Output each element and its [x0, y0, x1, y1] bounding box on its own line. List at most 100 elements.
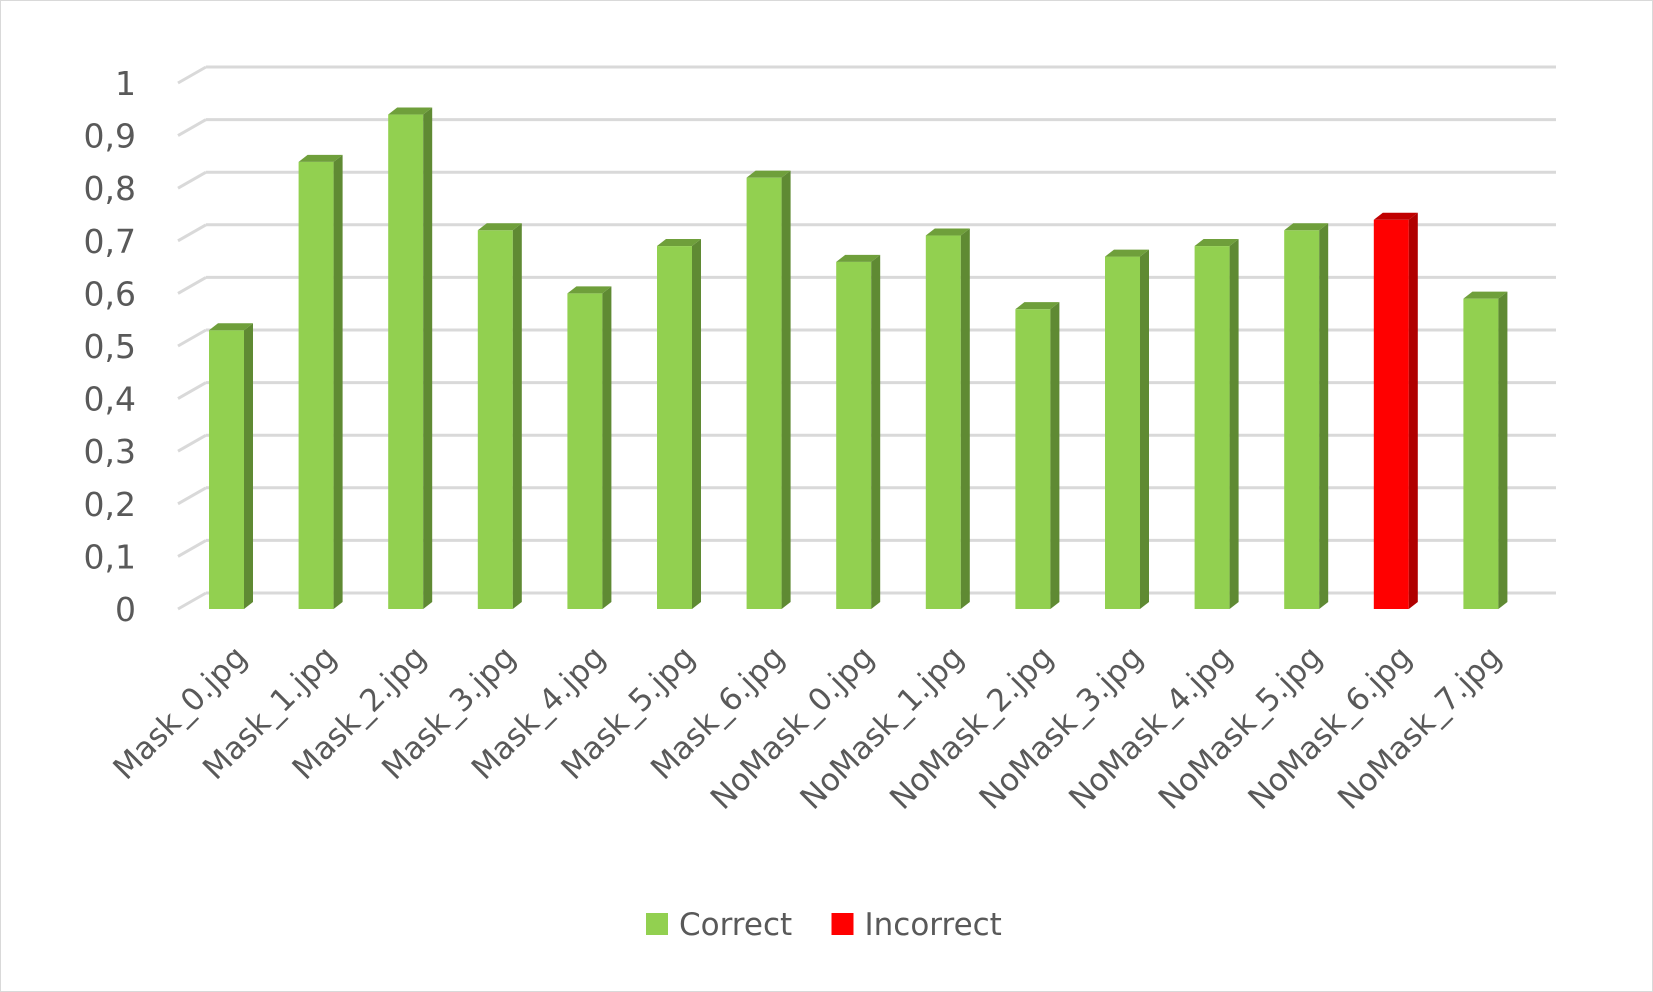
bar — [388, 107, 433, 609]
bar-side — [960, 228, 970, 610]
gridline-stub — [177, 223, 207, 243]
bar — [477, 223, 522, 609]
bar-top — [746, 170, 791, 178]
bar — [746, 170, 791, 609]
bar-top — [1194, 239, 1239, 247]
bar-front — [836, 261, 872, 609]
bar — [1373, 212, 1418, 609]
bar-top — [567, 286, 612, 294]
bar-front — [1284, 230, 1320, 609]
bar-side — [1498, 291, 1508, 609]
bar-front — [1105, 256, 1140, 609]
gridline-stub — [177, 118, 207, 137]
bar — [657, 239, 701, 609]
bar-side — [602, 286, 612, 609]
legend: Correct Incorrect — [646, 907, 1002, 943]
bar-side — [244, 323, 253, 609]
bar-front — [209, 330, 244, 609]
y-tick-label: 0,1 — [84, 537, 136, 576]
bar — [209, 323, 253, 609]
bar-front — [567, 293, 603, 609]
x-tick-label: NoMask_7.jpg — [1331, 639, 1509, 817]
bar-top — [298, 154, 343, 162]
gridline-stub — [177, 170, 207, 190]
bar — [1463, 291, 1508, 609]
legend-label: Incorrect — [865, 907, 1002, 943]
bar — [925, 228, 970, 610]
y-axis-ticks: 0 0,1 0,2 0,3 0,4 0,5 0,6 0,7 0,8 0,9 1 — [84, 64, 136, 629]
bar-top — [477, 223, 522, 231]
bar-side — [1408, 212, 1418, 609]
legend-label: Correct — [679, 907, 792, 943]
gridline-stub — [177, 381, 207, 400]
bar — [567, 286, 612, 609]
bar-front — [1194, 246, 1230, 609]
y-tick-label: 0 — [115, 590, 136, 629]
x-tick-label: NoMask_1.jpg — [793, 639, 971, 817]
gridline-stub — [177, 433, 207, 453]
y-tick-label: 0,8 — [84, 169, 136, 208]
bar-front — [657, 246, 692, 609]
legend-swatch — [646, 913, 668, 935]
x-tick-label: NoMask_4.jpg — [1062, 639, 1240, 817]
bar-front — [388, 114, 424, 609]
bar — [1194, 239, 1239, 609]
y-tick-label: 0,9 — [84, 117, 136, 156]
bar-front — [1373, 219, 1409, 609]
legend-item: Correct — [646, 907, 792, 943]
bar-front — [1463, 298, 1499, 609]
gridline-stub — [177, 276, 207, 295]
bars — [209, 107, 1508, 610]
bar-front — [477, 230, 513, 609]
gridline-stub — [177, 65, 207, 85]
y-tick-label: 1 — [115, 64, 136, 103]
bar-top — [1284, 223, 1329, 231]
x-axis-categories: Mask_0.jpgMask_1.jpgMask_2.jpgMask_3.jpg… — [106, 639, 1508, 817]
y-tick-label: 0,5 — [84, 327, 136, 366]
bar-side — [1140, 249, 1149, 609]
bar-top — [388, 107, 433, 115]
x-tick-label: NoMask_3.jpg — [973, 639, 1151, 817]
bar-side — [333, 154, 343, 609]
y-tick-label: 0,3 — [84, 432, 136, 471]
bar — [1015, 302, 1060, 609]
bar-top — [1015, 302, 1060, 310]
gridline-stub — [177, 539, 207, 558]
bar-top — [1373, 212, 1418, 220]
bar-front — [925, 235, 961, 610]
bar-front — [746, 177, 782, 609]
bar-side — [423, 107, 433, 609]
bar-side — [1050, 302, 1060, 609]
y-tick-label: 0,6 — [84, 274, 136, 313]
bar-top — [836, 254, 881, 262]
x-tick-label: NoMask_2.jpg — [883, 639, 1061, 817]
x-tick-label: NoMask_6.jpg — [1241, 639, 1419, 817]
bar-side — [781, 170, 791, 609]
bar-side — [1319, 223, 1329, 609]
bar — [1105, 249, 1149, 609]
y-tick-label: 0,7 — [84, 222, 136, 261]
gridline-stub — [177, 591, 207, 611]
bar-front — [298, 161, 334, 609]
y-tick-label: 0,2 — [84, 485, 136, 524]
bar-side — [512, 223, 522, 609]
bar-top — [209, 323, 253, 331]
bar — [298, 154, 343, 609]
x-tick-label: NoMask_0.jpg — [704, 639, 882, 817]
gridline-stub — [177, 486, 207, 506]
bar-side — [871, 254, 881, 609]
bar-top — [1463, 291, 1508, 299]
gridline-stub — [177, 328, 207, 348]
legend-item: Incorrect — [831, 907, 1002, 943]
bar-top — [657, 239, 701, 247]
bar — [836, 254, 881, 609]
bar — [1284, 223, 1329, 609]
legend-swatch — [831, 913, 854, 935]
bar-side — [1229, 239, 1239, 609]
bar-top — [1105, 249, 1149, 257]
bar-front — [1015, 309, 1051, 609]
bar-side — [692, 239, 701, 609]
bar-top — [925, 228, 970, 236]
